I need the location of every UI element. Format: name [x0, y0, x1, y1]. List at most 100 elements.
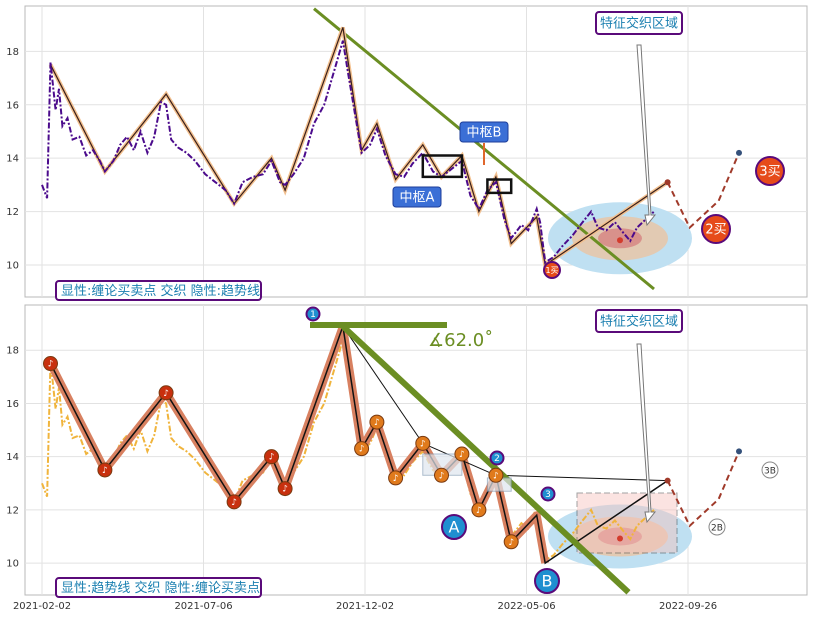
buy-point-3-text: 3买 — [759, 165, 780, 180]
circle-a: A — [441, 514, 467, 540]
angle-label: ∡62.0˚ — [428, 330, 493, 351]
trend-line — [340, 324, 631, 595]
forecast-point — [664, 477, 671, 484]
legend-text-bottom: 显性:趋势线 交织 隐性:缠论买卖点 — [61, 580, 260, 596]
note-marker: ♪ — [97, 462, 113, 478]
x-tick-label: 2021-07-06 — [174, 601, 232, 612]
buy-point-1-circle — [543, 261, 561, 279]
buy-point-1-text: 1买 — [545, 266, 558, 275]
zone-label-box — [595, 11, 683, 35]
buy-point-2-circle — [701, 214, 731, 244]
forecast-point — [664, 179, 671, 186]
note-marker-circle — [454, 446, 470, 462]
note-marker-circle — [264, 449, 279, 465]
note-marker-circle — [226, 494, 242, 510]
zone-rectangle — [576, 492, 678, 554]
pivot-label-a-text: 中枢A — [400, 191, 435, 206]
zone-center-dot — [617, 237, 623, 244]
note-icon: ♪ — [282, 485, 288, 495]
note-marker: ♪ — [388, 470, 404, 486]
note-marker-circle — [434, 467, 449, 483]
pivot-label-b: 中枢B — [459, 121, 509, 143]
marker-1-circle — [305, 306, 321, 322]
circle-a-text: A — [449, 518, 460, 537]
note-marker: ♪ — [264, 449, 279, 465]
circle-b-text: B — [542, 572, 553, 591]
marker-1-text: 1 — [310, 310, 316, 320]
end-label-2b-circle — [708, 518, 726, 536]
circle-a-circle — [441, 514, 467, 540]
note-icon: ♪ — [459, 450, 465, 460]
note-marker: ♪ — [415, 435, 431, 451]
pivot-box-a — [421, 154, 464, 179]
x-tick-label: 2021-02-02 — [13, 601, 71, 612]
zone-label-box — [595, 309, 683, 333]
segment-connector — [495, 474, 668, 482]
note-icon: ♪ — [439, 471, 445, 481]
end-label-2b: 2B — [708, 518, 726, 536]
pivot-label-a-box — [392, 186, 442, 208]
buy-point-2: 2买 — [701, 214, 731, 244]
legend-text-top: 显性:缠论买卖点 交织 隐性:趋势线 — [61, 283, 260, 299]
y-tick-label: 14 — [6, 452, 19, 463]
end-label-3b: 3B — [761, 461, 779, 479]
y-tick-label: 10 — [6, 260, 19, 271]
forecast-end-point — [736, 448, 742, 455]
y-tick-label: 12 — [6, 207, 19, 218]
note-icon: ♪ — [393, 474, 399, 484]
x-tick-label: 2022-05-06 — [497, 601, 555, 612]
forecast-line — [666, 450, 740, 528]
end-label-3b-circle — [761, 461, 779, 479]
note-icon: ♪ — [102, 466, 108, 476]
note-icon: ♪ — [231, 498, 237, 508]
pivot-label-a: 中枢A — [392, 186, 442, 208]
note-marker-circle — [158, 385, 174, 401]
legend-box-top — [55, 280, 262, 301]
note-marker-circle — [488, 467, 504, 483]
note-icon: ♪ — [420, 439, 426, 449]
note-marker: ♪ — [226, 494, 242, 510]
legend-box-bottom — [55, 577, 262, 598]
y-tick-label: 18 — [6, 47, 19, 58]
y-tick-label: 12 — [6, 505, 19, 516]
pivot-label-b-text: 中枢B — [467, 126, 502, 141]
marker-1: 1 — [305, 306, 321, 322]
forecast-end-point — [736, 149, 742, 156]
note-marker-circle — [503, 534, 519, 550]
marker-2: 2 — [489, 450, 505, 466]
buy-point-2-text: 2买 — [705, 223, 726, 238]
note-marker-circle — [388, 470, 404, 486]
note-marker: ♪ — [454, 446, 470, 462]
zone-arrow — [636, 343, 657, 524]
note-icon: ♪ — [48, 360, 54, 370]
note-marker-circle — [277, 481, 293, 497]
note-marker: ♪ — [277, 481, 293, 497]
note-marker-circle — [415, 435, 431, 451]
note-icon: ♪ — [508, 538, 514, 548]
note-marker: ♪ — [471, 502, 487, 518]
x-tick-label: 2021-12-02 — [336, 601, 394, 612]
buy-point-3: 3买 — [755, 156, 785, 186]
end-label-2b-text: 2B — [711, 524, 723, 534]
note-marker: ♪ — [354, 441, 370, 457]
note-icon: ♪ — [493, 471, 499, 481]
y-tick-label: 16 — [6, 399, 19, 410]
note-marker: ♪ — [488, 467, 504, 483]
zone-label-text: 特征交织区域 — [600, 314, 678, 330]
note-marker: ♪ — [43, 356, 58, 372]
end-label-3b-text: 3B — [764, 467, 776, 477]
marker-3: 3 — [540, 486, 556, 502]
note-icon: ♪ — [359, 445, 365, 455]
marker-2-text: 2 — [494, 454, 500, 464]
y-tick-label: 14 — [6, 154, 19, 165]
y-tick-label: 16 — [6, 100, 19, 111]
note-icon: ♪ — [163, 389, 169, 399]
zone-center-dot — [617, 535, 623, 542]
note-marker-circle — [471, 502, 487, 518]
y-tick-label: 10 — [6, 559, 19, 570]
note-icon: ♪ — [374, 418, 380, 428]
note-marker: ♪ — [434, 467, 449, 483]
note-marker: ♪ — [158, 385, 174, 401]
